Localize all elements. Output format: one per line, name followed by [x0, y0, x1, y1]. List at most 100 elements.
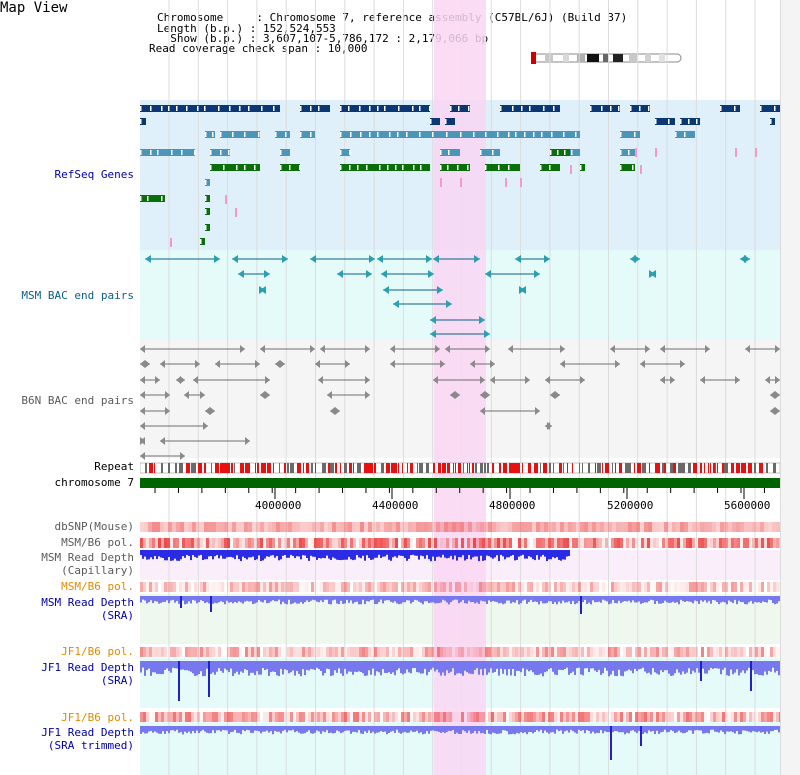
track-label-jf1-b6-pol-2[interactable]: JF1/B6 pol. [61, 711, 134, 724]
depth-bar [740, 596, 742, 603]
depth-bar [772, 726, 774, 731]
depth-bar [512, 550, 514, 555]
dbsnp-cell [236, 522, 240, 532]
repeat-element [515, 463, 518, 473]
track-label-jf1-depth-trim[interactable]: JF1 Read Depth [41, 726, 134, 739]
repeat-element [484, 463, 486, 473]
repeat-element [499, 463, 501, 473]
dbsnp-cell [412, 522, 416, 532]
track-label-msm-b6-pol-2[interactable]: MSM/B6 pol. [61, 580, 134, 593]
depth-bar [470, 550, 472, 560]
depth-bar [218, 661, 220, 669]
gene-exon-mark [186, 106, 188, 111]
polymorphism-cell [641, 538, 644, 548]
dbsnp-cell [268, 522, 272, 532]
depth-bar [164, 661, 166, 670]
gene-feature [205, 179, 210, 186]
depth-bar [620, 661, 622, 676]
repeat-element [407, 463, 408, 473]
depth-bar [368, 661, 370, 671]
repeat-element [297, 463, 301, 473]
depth-bar [622, 661, 624, 677]
depth-bar [218, 550, 220, 559]
track-label-b6n-bac[interactable]: B6N BAC end pairs [21, 394, 134, 407]
dbsnp-cell [360, 522, 364, 532]
depth-bar [348, 550, 350, 557]
bac-end-right [680, 360, 685, 368]
polymorphism-cell [500, 712, 503, 722]
depth-bar [284, 726, 286, 730]
depth-bar [428, 550, 430, 560]
depth-bar [544, 596, 546, 604]
depth-bar [436, 596, 438, 604]
depth-bar [436, 726, 438, 732]
depth-bar [208, 550, 210, 557]
dbsnp-cell [428, 522, 432, 532]
track-label-repeat[interactable]: Repeat [94, 460, 134, 473]
track-label-refseq[interactable]: RefSeq Genes [54, 168, 134, 181]
depth-bar [292, 550, 294, 556]
depth-bar [640, 661, 642, 669]
depth-bar [678, 596, 680, 605]
track-label-jf1-depth-sra[interactable]: JF1 Read Depth [41, 661, 134, 674]
chromosome-ideogram[interactable] [525, 51, 685, 65]
depth-bar [496, 596, 498, 603]
polymorphism-cell [287, 582, 290, 592]
depth-bar [748, 596, 750, 603]
depth-bar [248, 550, 250, 558]
polymorphism-cell [140, 582, 143, 592]
depth-bar [506, 596, 508, 601]
vertical-scrollbar[interactable] [780, 0, 800, 775]
gene-feature [445, 118, 455, 125]
polymorphism-cell [668, 712, 671, 722]
depth-bar [770, 726, 772, 732]
polymorphism-cell [656, 647, 659, 657]
depth-bar [468, 726, 470, 731]
polymorphism-cell [617, 647, 620, 657]
polymorphism-cell [656, 712, 659, 722]
depth-bar [754, 661, 756, 675]
depth-bar [176, 596, 178, 601]
depth-bar [432, 550, 434, 557]
gene-exon-mark [473, 132, 475, 137]
track-label-jf1-b6-pol-1[interactable]: JF1/B6 pol. [61, 645, 134, 658]
polymorphism-cell [425, 538, 428, 548]
gene-exon-mark [205, 225, 207, 230]
polymorphism-cell [218, 582, 221, 592]
depth-bar [378, 661, 380, 673]
repeat-element [198, 463, 202, 473]
depth-bar [612, 596, 614, 600]
depth-bar [672, 726, 674, 732]
depth-bar [452, 661, 454, 669]
depth-bar [498, 550, 500, 562]
track-label-msm-depth-cap[interactable]: MSM Read Depth [41, 551, 134, 564]
bac-end-right [485, 345, 490, 353]
depth-bar [600, 596, 602, 603]
track-label-dbsnp[interactable]: dbSNP(Mouse) [54, 520, 134, 533]
depth-bar [562, 550, 564, 560]
depth-bar [278, 726, 280, 732]
polymorphism-cell [161, 712, 164, 722]
depth-bar [462, 550, 464, 556]
repeat-element [245, 463, 249, 473]
depth-bar [700, 726, 702, 731]
depth-bar [590, 661, 592, 669]
polymorphism-cell [755, 712, 758, 722]
depth-bar [452, 596, 454, 601]
genome-track-viewer[interactable] [140, 0, 780, 775]
bac-end-right [365, 376, 370, 384]
depth-bar [410, 596, 412, 604]
depth-bar [366, 596, 368, 602]
polymorphism-cell [371, 647, 374, 657]
depth-bar [296, 596, 298, 604]
track-label-msm-depth-sra[interactable]: MSM Read Depth [41, 596, 134, 609]
track-label-msm-b6-pol-1[interactable]: MSM/B6 pol. [61, 536, 134, 549]
polymorphism-cell [581, 647, 584, 657]
depth-bar [410, 726, 412, 731]
depth-bar [244, 596, 246, 602]
track-label-msm-bac[interactable]: MSM BAC end pairs [21, 289, 134, 302]
dbsnp-cell [224, 522, 228, 532]
polymorphism-cell [593, 647, 596, 657]
depth-bar [242, 550, 244, 557]
polymorphism-cell [545, 647, 548, 657]
